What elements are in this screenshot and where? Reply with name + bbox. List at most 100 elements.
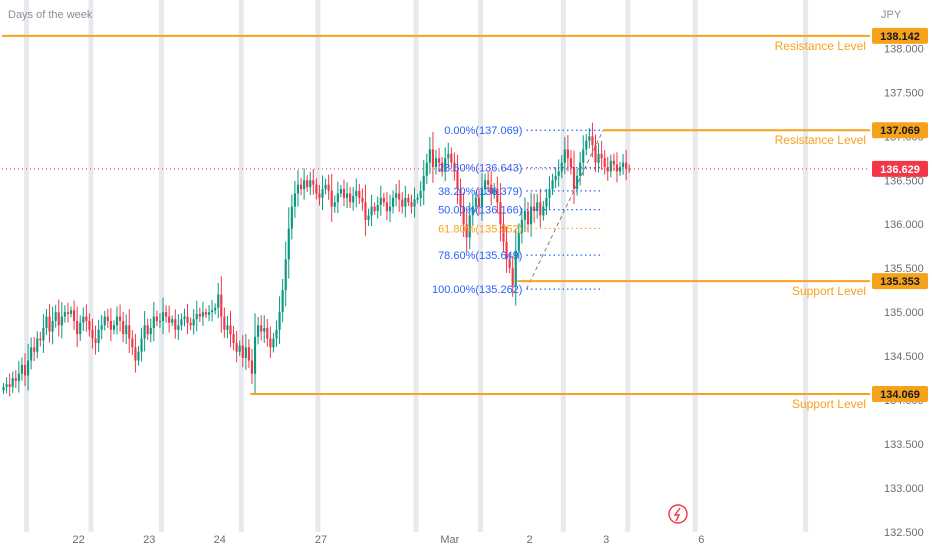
candle-body [333, 202, 336, 207]
candle-body [8, 384, 11, 387]
candle-body [336, 193, 339, 203]
x-tick-label: 22 [73, 534, 85, 546]
candle-body [499, 202, 502, 225]
candle-body [385, 202, 388, 212]
candle-body [545, 197, 548, 207]
candle-body [576, 175, 579, 190]
y-tick-label: 135.000 [884, 307, 924, 319]
candle-body [88, 320, 91, 330]
candle-body [539, 202, 542, 216]
candle-body [238, 345, 241, 352]
candle-body [487, 180, 490, 185]
fib-level-label: 61.80%(135.952) [438, 223, 522, 235]
candle-body [63, 312, 66, 317]
candle-body [60, 316, 63, 326]
candle-body [73, 310, 76, 321]
candle-body [51, 320, 54, 332]
candle-body [585, 140, 588, 150]
candle-body [36, 338, 39, 352]
candle-body [109, 320, 112, 330]
replay-icon[interactable] [668, 504, 688, 524]
candle-body [260, 325, 263, 332]
candle-body [520, 219, 523, 234]
level-price-tag-text: 134.069 [880, 389, 920, 401]
candle-body [453, 162, 456, 172]
candle-body [349, 193, 352, 203]
candle-body [5, 384, 8, 387]
candle-body [379, 197, 382, 205]
fib-level-label: 78.60%(135.649) [438, 250, 522, 262]
candle-body [456, 171, 459, 190]
candle-body [272, 338, 275, 348]
candle-body [253, 336, 257, 374]
candle-body [23, 364, 27, 376]
candle-body [542, 206, 545, 216]
y-tick-label: 133.500 [884, 439, 924, 451]
candle-body [579, 162, 582, 176]
candle-body [309, 180, 312, 188]
candle-body [502, 224, 505, 242]
candle-body [312, 180, 315, 185]
y-tick-label: 132.500 [884, 527, 924, 539]
candle-body [572, 167, 576, 190]
candle-body [480, 189, 484, 207]
fib-level-label: 0.00%(137.069) [444, 125, 522, 137]
level-price-tag [872, 386, 928, 403]
candle-body [431, 149, 435, 168]
candle-body [536, 202, 539, 212]
x-tick-label: Mar [440, 534, 459, 546]
x-tick-label: 23 [143, 534, 155, 546]
candle-body [361, 197, 364, 203]
candle-body [330, 190, 333, 207]
candle-body [189, 322, 192, 326]
candle-body [484, 180, 487, 190]
y-tick-label: 136.000 [884, 219, 924, 231]
candle-body [100, 325, 103, 330]
candle-body [618, 167, 622, 172]
candle-body [293, 193, 296, 207]
candle-body [48, 316, 51, 332]
candle-body [410, 202, 413, 207]
candle-body [352, 196, 355, 203]
candle-body [2, 386, 5, 391]
candle-body [140, 338, 143, 352]
current-price-tag [872, 160, 928, 177]
y-tick-label: 136.500 [884, 175, 924, 187]
candle-body [174, 319, 177, 330]
fibonacci-retracement: 0.00%(137.069) 23.60%(136.643) 38.20%(136.… [432, 125, 604, 296]
price-axis[interactable]: 138.000137.500137.000136.500136.000135.5… [872, 27, 928, 539]
x-tick-label: 3 [603, 534, 609, 546]
candle-body [591, 136, 594, 146]
candle-body [401, 199, 404, 207]
fib-level-label: 100.00%(135.262) [432, 284, 523, 296]
candle-body [600, 153, 603, 159]
candle-body [79, 322, 82, 335]
time-axis[interactable]: 22 23 24 27 Mar 2 3 6 [73, 534, 705, 546]
candle-body [471, 206, 474, 216]
candle-body [548, 189, 551, 198]
x-tick-label: 24 [214, 534, 226, 546]
candle-body [419, 190, 422, 198]
candle-body [192, 319, 195, 326]
candle-body [82, 316, 85, 323]
candle-body [33, 347, 36, 352]
x-tick-label: 6 [698, 534, 704, 546]
candle-body [112, 325, 116, 330]
candle-body [241, 345, 244, 358]
candle-body [554, 175, 557, 181]
candle-body [622, 162, 625, 168]
candle-body [220, 294, 223, 317]
candle-body [275, 329, 278, 339]
y-tick-label: 138.000 [884, 43, 924, 55]
fib-level-label: 23.60%(136.643) [438, 163, 522, 175]
candle-body [125, 325, 128, 335]
candle-body [161, 312, 165, 321]
candle-body [207, 312, 211, 315]
candle-body [450, 153, 453, 163]
candle-body [508, 259, 511, 269]
candle-body [315, 184, 318, 194]
candle-body [468, 215, 471, 238]
candle-body [437, 158, 441, 163]
candle-body [490, 184, 493, 194]
